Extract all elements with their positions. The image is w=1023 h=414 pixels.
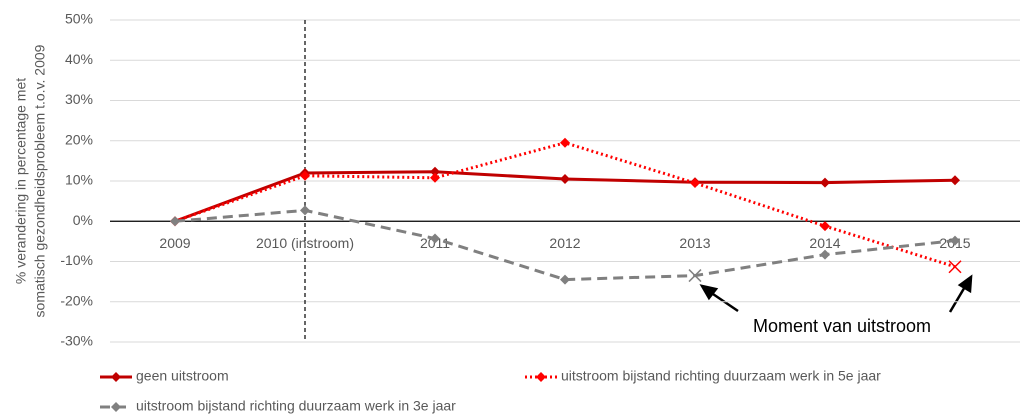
marker <box>111 402 121 412</box>
marker <box>170 216 180 227</box>
arrow <box>948 284 968 313</box>
arrow-head <box>957 274 973 294</box>
arrow-head <box>699 284 719 301</box>
marker <box>430 172 440 183</box>
marker <box>560 274 570 285</box>
marker <box>820 177 830 188</box>
marker <box>536 372 546 382</box>
x-tick-label: 2013 <box>679 235 710 251</box>
x-tick-label: 2010 (instroom) <box>256 235 354 251</box>
y-tick-label: 50% <box>65 11 93 27</box>
x-tick-label: 2014 <box>809 235 840 251</box>
y-tick-label: -20% <box>60 292 93 308</box>
marker <box>950 235 960 246</box>
marker <box>300 170 310 181</box>
y-tick-label: -30% <box>60 333 93 349</box>
legend-label: uitstroom bijstand richting duurzaam wer… <box>561 368 881 384</box>
marker <box>560 173 570 184</box>
annotation-arrows <box>699 274 973 313</box>
x-tick-label: 2009 <box>159 235 190 251</box>
y-tick-label: -10% <box>60 252 93 268</box>
legend-label: uitstroom bijstand richting duurzaam wer… <box>136 398 456 414</box>
marker-x <box>948 260 962 274</box>
marker <box>430 233 440 244</box>
marker <box>820 221 830 232</box>
y-tick-label: 30% <box>65 91 93 107</box>
y-tick-label: 40% <box>65 51 93 67</box>
y-tick-label: 20% <box>65 131 93 147</box>
legend-label: geen uitstroom <box>136 368 229 384</box>
marker <box>430 166 440 177</box>
marker <box>560 137 570 148</box>
marker <box>300 205 310 216</box>
x-tick-label: 2012 <box>549 235 580 251</box>
marker <box>950 175 960 186</box>
marker <box>690 178 700 189</box>
marker-x <box>688 269 702 283</box>
y-axis-label: % verandering in percentage met <box>13 78 29 284</box>
marker <box>820 249 830 260</box>
marker <box>111 372 121 382</box>
y-tick-label: 0% <box>73 212 93 228</box>
annotation: Moment van uitstroom <box>753 316 931 336</box>
y-tick-label: 10% <box>65 172 93 188</box>
y-axis-label: somatisch gezondheidsprobleem t.o.v. 200… <box>32 44 48 317</box>
